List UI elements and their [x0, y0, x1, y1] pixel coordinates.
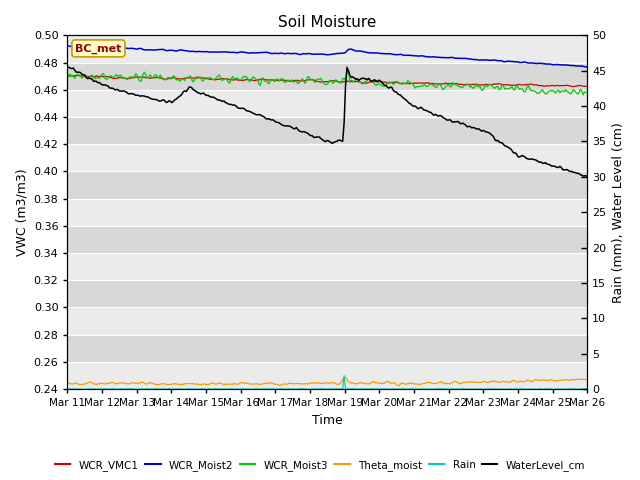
Bar — [67, 307, 588, 335]
Bar — [67, 144, 588, 171]
Bar — [67, 171, 588, 199]
Bar — [67, 117, 588, 144]
Bar — [67, 335, 588, 362]
Bar — [67, 62, 588, 90]
Bar — [67, 253, 588, 280]
Bar — [67, 199, 588, 226]
Title: Soil Moisture: Soil Moisture — [278, 15, 377, 30]
Bar — [67, 280, 588, 307]
Bar — [67, 362, 588, 389]
Text: BC_met: BC_met — [76, 43, 122, 53]
X-axis label: Time: Time — [312, 414, 343, 427]
Y-axis label: Rain (mm), Water Level (cm): Rain (mm), Water Level (cm) — [612, 122, 625, 302]
Y-axis label: VWC (m3/m3): VWC (m3/m3) — [15, 168, 28, 256]
Bar — [67, 90, 588, 117]
Bar — [67, 226, 588, 253]
Bar — [67, 36, 588, 62]
Legend: WCR_VMC1, WCR_Moist2, WCR_Moist3, Theta_moist, Rain, WaterLevel_cm: WCR_VMC1, WCR_Moist2, WCR_Moist3, Theta_… — [51, 456, 589, 475]
